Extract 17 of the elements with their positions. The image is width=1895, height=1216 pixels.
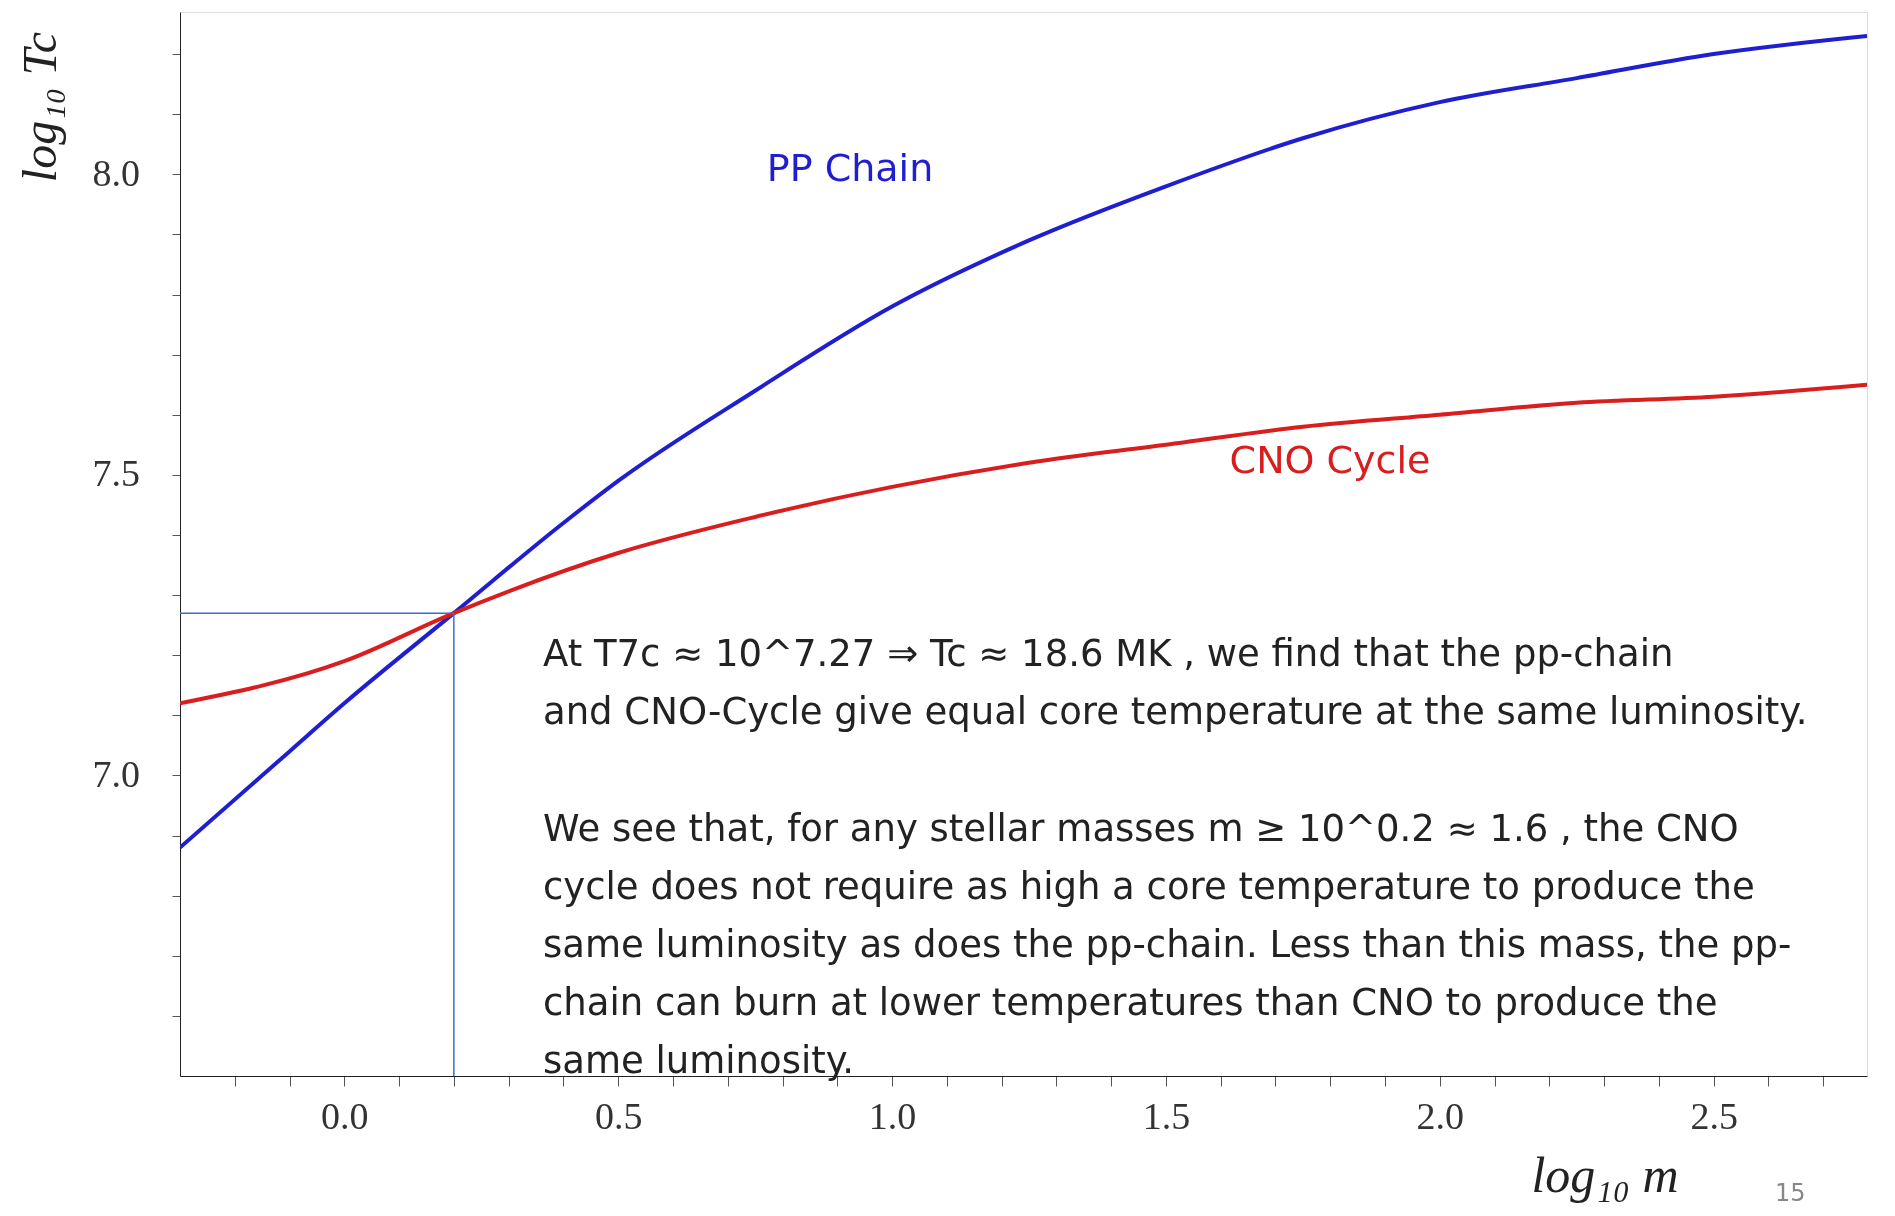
- annotation: At T7c ≈ 10^7.27 ⇒ Tc ≈ 18.6 MK , we find that the pp-chain and CNO-Cycle give equal core temperature at the same luminosity.: [543, 632, 1808, 733]
- y-tick-label: 8.0: [92, 151, 140, 194]
- x-tick-label: 0.5: [594, 1094, 643, 1137]
- text: PP Chain: [766, 146, 934, 190]
- x-tick-label: 1.0: [868, 1094, 917, 1137]
- annotation: We see that, for any stellar masses m ≥ 10^0.2 ≈ 1.6 , the CNO cycle does not require as high a core temperature to produce the same luminosity as does the pp-chain. Less than this mass, the pp- chain can burn at lower temperatures than CNO to produce the same luminosity.: [543, 807, 1792, 1082]
- x-tick-label: 0.0: [321, 1094, 369, 1137]
- x-tick-label: 1.5: [1142, 1094, 1191, 1137]
- text: 15: [1775, 1179, 1806, 1207]
- series-label: CNO Cycle: [1229, 438, 1431, 482]
- x-tick-label: 2.0: [1416, 1094, 1465, 1137]
- y-tick-label: 7.5: [92, 452, 140, 495]
- y-tick-label: 7.0: [92, 752, 140, 795]
- y-axis-title: log₁₀ Tc: [13, 31, 66, 183]
- x-tick-label: 2.5: [1690, 1094, 1738, 1137]
- line-series: [180, 34, 1867, 850]
- x-axis-title: log₁₀ m: [1531, 1147, 1679, 1203]
